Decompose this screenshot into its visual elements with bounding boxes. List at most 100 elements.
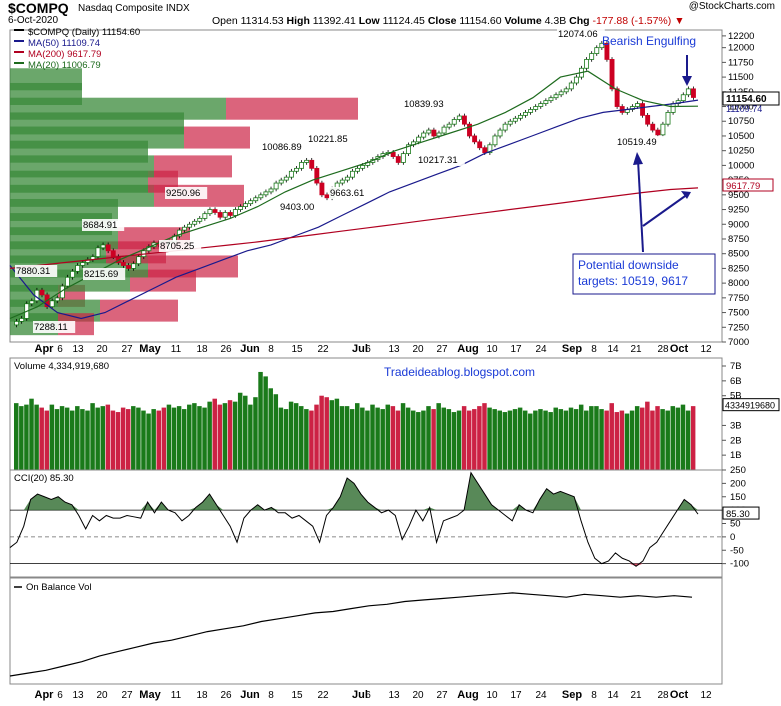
candle-body bbox=[426, 129, 432, 134]
x-tick-label: 12 bbox=[700, 344, 712, 355]
volume-bar bbox=[634, 406, 640, 470]
volume-bar bbox=[309, 410, 314, 470]
close-label: Close bbox=[427, 15, 457, 27]
x-tick-label: Sep bbox=[562, 343, 582, 355]
volume-bar bbox=[629, 410, 635, 470]
last-price-box bbox=[722, 91, 780, 106]
candle-body bbox=[594, 47, 600, 54]
candle-body bbox=[182, 226, 187, 231]
volume-bar bbox=[14, 403, 19, 470]
candle-body bbox=[400, 153, 406, 163]
volume-bar bbox=[568, 407, 574, 470]
volume-last-box bbox=[722, 398, 780, 412]
volume-legend: Volume 4,334,919,680 bbox=[14, 361, 109, 372]
legend-swatch bbox=[14, 29, 24, 31]
volume-bar bbox=[380, 409, 385, 470]
volume-bar bbox=[115, 412, 121, 470]
candle-body bbox=[238, 206, 243, 210]
volume-y-tick: 6B bbox=[730, 376, 742, 387]
x-tick-label: 22 bbox=[317, 690, 329, 701]
cci-y-tick: 250 bbox=[730, 465, 746, 476]
candle-body bbox=[360, 164, 366, 169]
volume-bar bbox=[573, 409, 579, 470]
volume-bar bbox=[543, 410, 548, 470]
price-label-bg bbox=[159, 240, 202, 252]
candle-body bbox=[599, 42, 605, 49]
x-tick-label: 22 bbox=[317, 344, 329, 355]
candle-body bbox=[512, 117, 518, 122]
volume-bar bbox=[650, 410, 655, 470]
x-tick-label: Apr bbox=[35, 343, 55, 355]
index-subtitle: Nasdaq Composite INDX bbox=[78, 3, 190, 14]
volume-at-price-down bbox=[154, 155, 232, 178]
cci-last-label: 85.30 bbox=[726, 509, 750, 520]
candle-body bbox=[456, 115, 462, 120]
x-tick-label: 14 bbox=[607, 344, 619, 355]
x-tick-label: 8 bbox=[268, 344, 274, 355]
volume-bar bbox=[80, 409, 85, 470]
x-tick-label: Oct bbox=[670, 343, 689, 355]
volume-bar bbox=[339, 406, 345, 470]
x-tick-label: 6 bbox=[57, 690, 63, 701]
volume-bar bbox=[563, 410, 569, 470]
candle-body bbox=[685, 88, 691, 96]
volume-bar bbox=[243, 395, 248, 470]
candle-body bbox=[278, 179, 284, 184]
volume-at-price-down bbox=[184, 126, 250, 149]
y-tick-label: 7000 bbox=[728, 337, 749, 348]
volume-bar bbox=[24, 404, 29, 470]
price-label: 8684.91 bbox=[83, 220, 117, 231]
chg-label: Chg bbox=[569, 15, 590, 27]
x-tick-label: 8 bbox=[268, 690, 274, 701]
price-label-bg bbox=[83, 268, 126, 280]
candle-body bbox=[120, 262, 126, 266]
price-label: 10217.31 bbox=[418, 155, 458, 166]
candle-body bbox=[451, 119, 457, 125]
chart-header: $COMPQ Nasdaq Composite INDX 6-Oct-2020 … bbox=[0, 0, 781, 30]
candle-body bbox=[207, 209, 213, 215]
bearish-engulfing-label: Bearish Engulfing bbox=[602, 34, 696, 48]
volume-bar bbox=[54, 409, 60, 470]
candle-body bbox=[268, 188, 274, 193]
volume-last-label: 4334919680 bbox=[725, 401, 775, 411]
cci-y-tick: 150 bbox=[730, 492, 746, 503]
candle-body bbox=[650, 123, 656, 131]
candle-body bbox=[497, 129, 503, 137]
volume-bar bbox=[299, 406, 304, 470]
x-tick-label: May bbox=[139, 689, 161, 701]
volume-bar bbox=[197, 406, 202, 470]
x-tick-label: 10 bbox=[486, 344, 498, 355]
x-tick-label: 27 bbox=[121, 690, 133, 701]
volume-bar bbox=[365, 410, 370, 470]
legend-entry: MA(50) 11109.74 bbox=[28, 38, 100, 49]
candle-body bbox=[253, 197, 259, 202]
volume-bar bbox=[288, 401, 294, 470]
volume-bar bbox=[614, 412, 620, 470]
price-label-bg bbox=[261, 141, 309, 153]
candle-body bbox=[314, 167, 320, 184]
volume-panel: Volume 4,334,919,680 Tradeideablog.blogsp… bbox=[9, 357, 780, 471]
candle-body bbox=[635, 103, 640, 107]
candle-body bbox=[533, 106, 539, 110]
y-tick-label: 11000 bbox=[728, 102, 754, 113]
candle-body bbox=[568, 82, 574, 90]
candle-body bbox=[227, 212, 233, 216]
price-label: 10086.89 bbox=[262, 142, 302, 153]
volume-bar bbox=[278, 407, 284, 470]
volume-bar bbox=[528, 413, 533, 470]
candle-body bbox=[197, 217, 203, 222]
target-arrow-1 bbox=[637, 159, 644, 253]
x-tick-label: Jul bbox=[352, 689, 368, 701]
price-label: 8215.69 bbox=[84, 269, 118, 280]
legend-swatch bbox=[14, 51, 24, 53]
price-label-bg bbox=[82, 219, 125, 231]
volume-bar bbox=[640, 407, 645, 470]
volume-bar bbox=[604, 410, 609, 470]
candle-body bbox=[645, 114, 651, 125]
target-arrow-2-head bbox=[681, 191, 691, 199]
candle-body bbox=[461, 115, 467, 125]
price-label: 10519.49 bbox=[617, 137, 657, 148]
x-tick-label: 20 bbox=[412, 690, 424, 701]
candle-body bbox=[665, 112, 671, 125]
volume-bar bbox=[446, 409, 452, 470]
